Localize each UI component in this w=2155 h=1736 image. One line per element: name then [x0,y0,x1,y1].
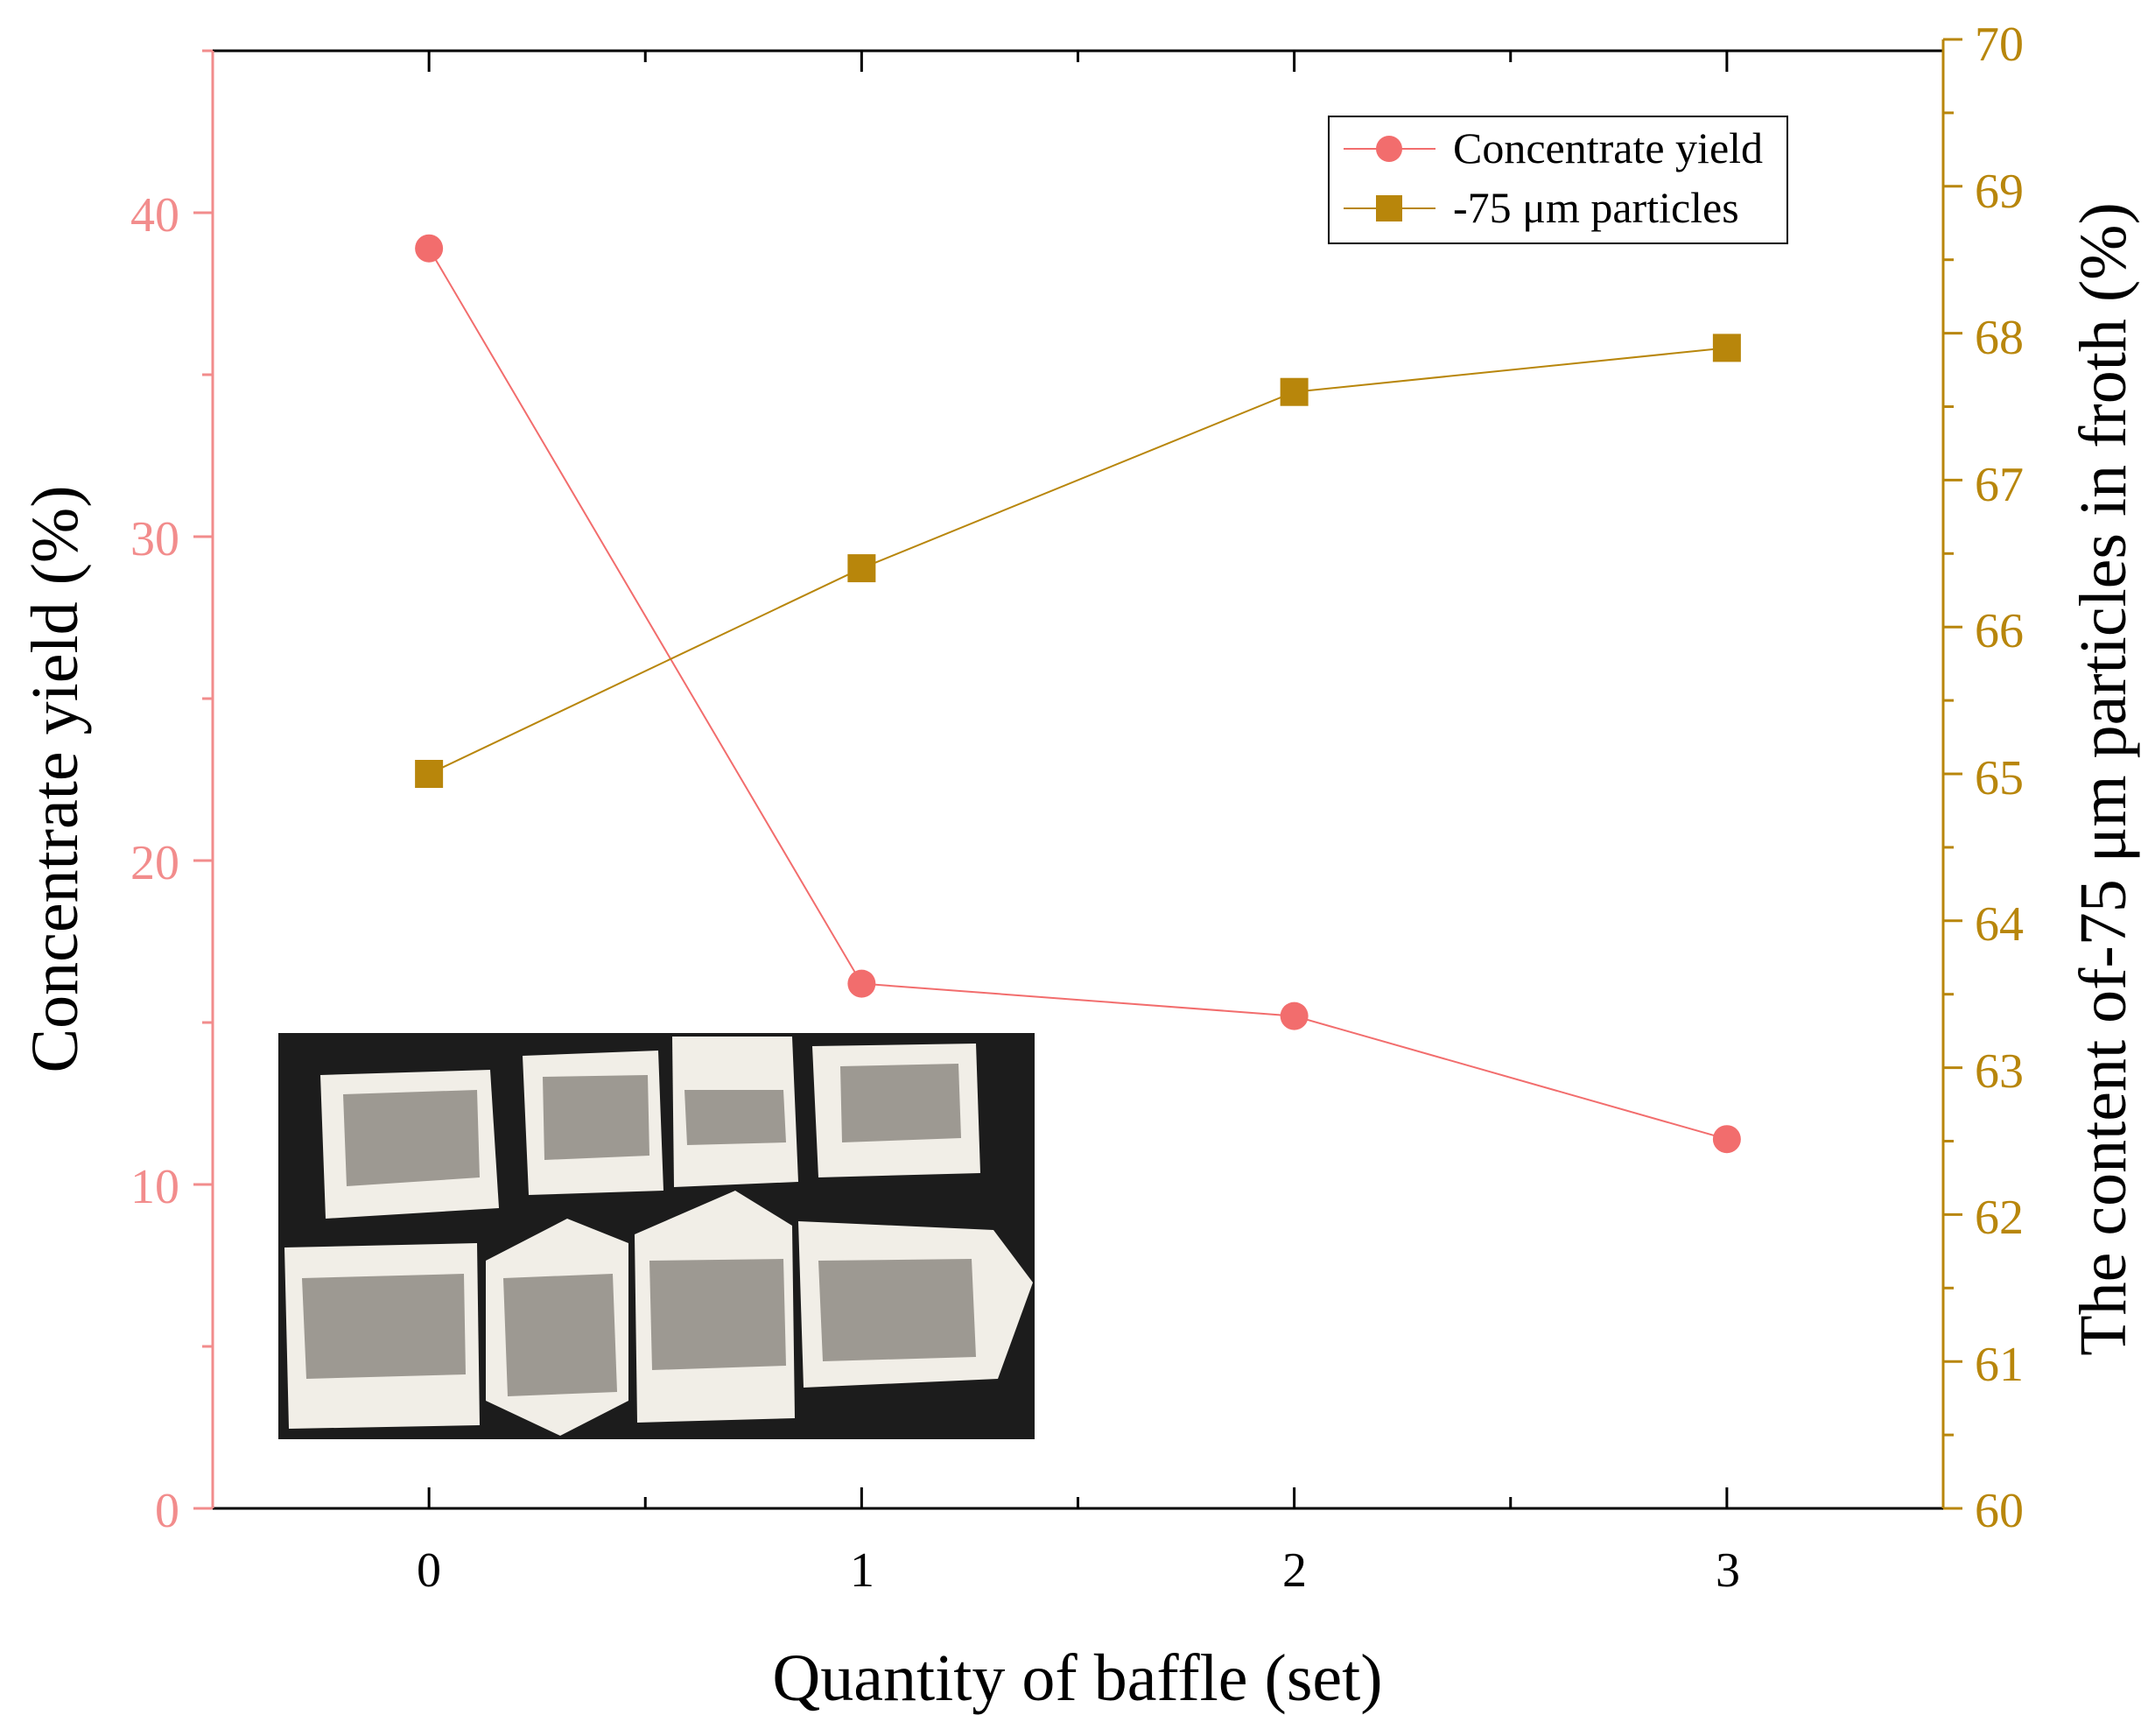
right-y-tick-label: 69 [1975,165,2024,219]
data-point-concentrate-yield [415,234,444,263]
sample-box [798,1221,1033,1388]
sample-box [672,1037,798,1187]
right-y-tick-label: 64 [1975,897,2024,952]
left-y-tick-label: 20 [130,836,179,890]
x-tick-label: 2 [1282,1543,1307,1598]
data-point-particles [415,760,444,788]
x-tick-label: 0 [417,1543,441,1598]
right-y-tick-label: 66 [1975,604,2024,658]
legend-label-particles: -75 μm particles [1453,183,1739,232]
x-axis-title: Quantity of baffle (set) [772,1641,1382,1715]
x-tick-label: 1 [850,1543,874,1598]
right-y-tick-labels: 60 61 62 63 64 65 66 67 68 69 70 [1975,18,2024,1538]
axis-ticks [193,38,1962,1510]
data-point-concentrate-yield [1280,1002,1309,1030]
sample-box [486,1219,628,1436]
right-y-tick-label: 60 [1975,1484,2024,1538]
data-point-particles [1280,377,1309,406]
data-point-particles [847,554,876,583]
data-point-concentrate-yield [847,969,876,998]
right-y-tick-label: 68 [1975,311,2024,365]
data-point-particles [1712,334,1741,362]
legend: Concentrate yield -75 μm particles [1328,116,1788,244]
sample-box [284,1243,480,1429]
left-y-tick-label: 30 [130,512,179,566]
left-y-tick-label: 10 [130,1160,179,1214]
sample-box [635,1191,795,1423]
legend-label-concentrate-yield: Concentrate yield [1453,123,1763,172]
series-line-particles [428,347,1727,775]
left-y-axis-title: Concentrate yield (%) [18,485,92,1072]
series-line-concentrate-yield [428,248,1728,1141]
right-y-tick-label: 65 [1975,751,2024,805]
series-layer [415,234,1741,1154]
left-y-tick-labels: 0 10 20 30 40 [130,188,179,1538]
legend-marker-particles [1376,195,1402,221]
right-y-tick-label: 70 [1975,18,2024,72]
right-y-tick-label: 61 [1975,1338,2024,1392]
photo-inset [278,1033,1035,1439]
data-point-concentrate-yield [1712,1125,1741,1154]
sample-box [812,1044,980,1177]
left-y-tick-label: 40 [130,188,179,242]
right-y-axis-title: The content of-75 μm particles in froth … [2067,202,2140,1356]
right-y-tick-label: 63 [1975,1044,2024,1099]
legend-box [1328,116,1788,244]
left-y-tick-label: 0 [155,1484,179,1538]
right-y-tick-label: 62 [1975,1191,2024,1245]
sample-box [523,1051,663,1195]
legend-marker-concentrate-yield [1376,136,1402,162]
sample-box [320,1070,499,1219]
x-tick-label: 3 [1716,1543,1740,1598]
x-tick-labels: 0 1 2 3 [417,1543,1740,1598]
right-y-tick-label: 67 [1975,458,2024,512]
